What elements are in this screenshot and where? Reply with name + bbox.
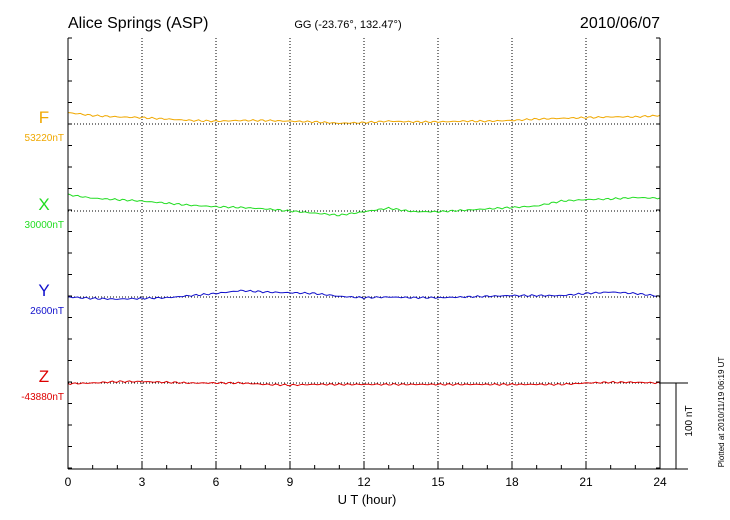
x-tick-label: 0 bbox=[65, 475, 72, 489]
series-baseline-label: 53220nT bbox=[25, 133, 64, 144]
series-line-y bbox=[67, 289, 661, 301]
x-tick-label: 9 bbox=[287, 475, 294, 489]
series-name-x: X bbox=[38, 195, 49, 214]
series-baseline-label: 30000nT bbox=[25, 220, 64, 231]
chart-date: 2010/06/07 bbox=[580, 15, 660, 32]
series-name-y: Y bbox=[38, 281, 49, 300]
series-line-x bbox=[67, 193, 661, 217]
x-tick-label: 15 bbox=[431, 475, 445, 489]
x-axis-label: U T (hour) bbox=[338, 492, 397, 507]
x-tick-label: 12 bbox=[357, 475, 371, 489]
labels: Alice Springs (ASP) GG (-23.76°, 132.47°… bbox=[21, 15, 726, 507]
chart-title: Alice Springs (ASP) bbox=[68, 15, 209, 32]
axes: 0 3 6 9 12 15 18 21 24 bbox=[65, 37, 688, 489]
plot-footer: Plotted at 2010/11/19 06:19 UT bbox=[717, 357, 726, 468]
series-name-z: Z bbox=[39, 367, 49, 386]
x-tick-label: 21 bbox=[579, 475, 593, 489]
chart-subtitle: GG (-23.76°, 132.47°) bbox=[294, 19, 401, 31]
scale-bar-label: 100 nT bbox=[684, 405, 695, 436]
x-tick-label: 18 bbox=[505, 475, 519, 489]
x-tick-label: 3 bbox=[139, 475, 146, 489]
series-line-f bbox=[67, 112, 661, 125]
series-baseline-label: 2600nT bbox=[30, 306, 64, 317]
series-name-f: F bbox=[39, 108, 49, 127]
series-line-z bbox=[67, 380, 661, 387]
x-tick-label: 6 bbox=[213, 475, 220, 489]
series-baseline-label: -43880nT bbox=[21, 392, 64, 403]
x-tick-label: 24 bbox=[653, 475, 667, 489]
series-lines bbox=[67, 112, 661, 387]
grid-lines bbox=[141, 38, 587, 469]
